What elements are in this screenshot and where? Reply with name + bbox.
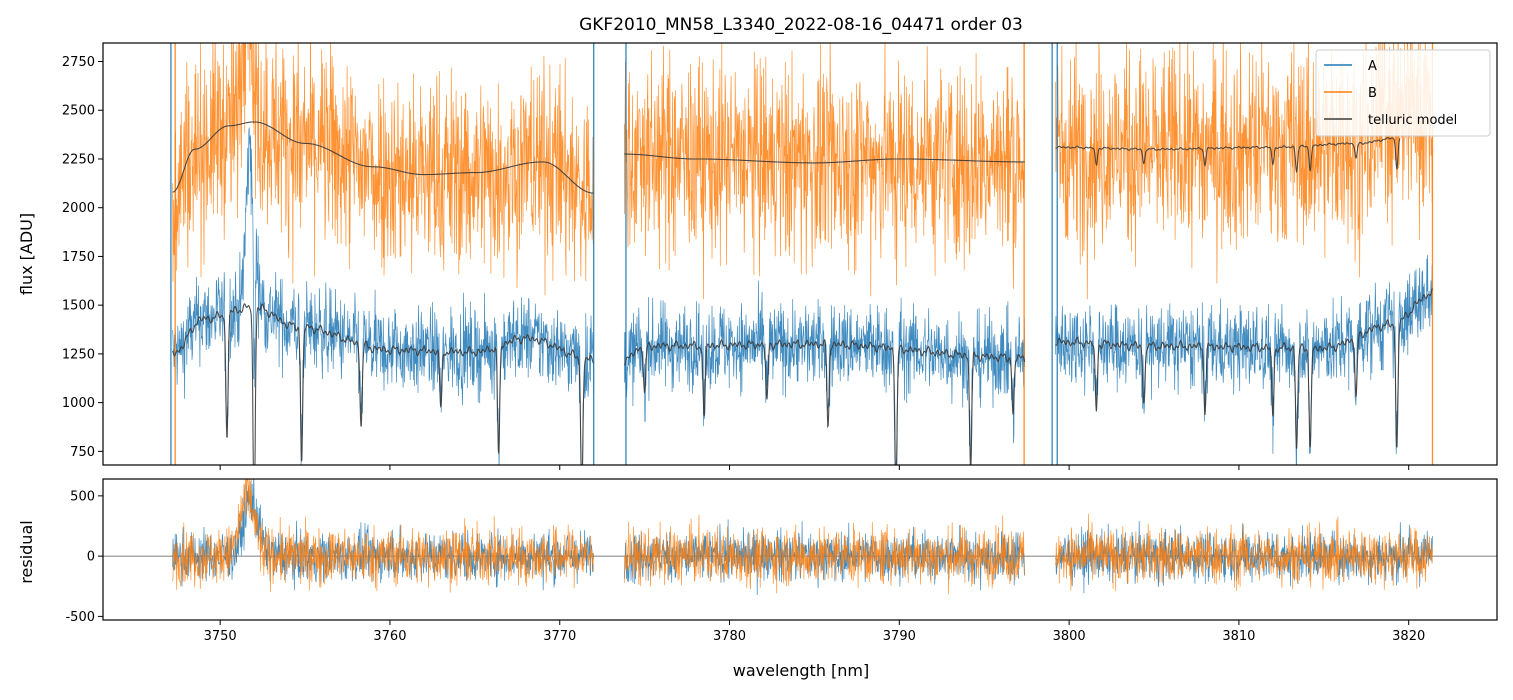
- top-y-axis-label: flux [ADU]: [17, 213, 36, 295]
- bottom-panel-frame: [102, 478, 1498, 621]
- residual-b-segment-1: [172, 479, 594, 593]
- top-y-tick-label-2500: 2500: [62, 104, 95, 119]
- residual-a-segment-1: [172, 479, 594, 591]
- legend-label-b: B: [1368, 86, 1377, 101]
- top-y-tick-label-2000: 2000: [62, 201, 95, 216]
- telluric-model-b-segment-2: [624, 153, 1025, 164]
- legend: A B telluric model: [1315, 49, 1491, 137]
- telluric-model-b-segment-3: [1055, 136, 1401, 174]
- top-y-tick-label-1000: 1000: [62, 396, 95, 411]
- residual-b-segment-2: [623, 514, 1026, 595]
- telluric-model-a-segment-2: [624, 339, 1026, 465]
- legend-label-telluric: telluric model: [1368, 113, 1457, 128]
- chart-title: GKF2010_MN58_L3340_2022-08-16_04471 orde…: [579, 15, 1023, 35]
- top-y-tick-label-750: 750: [70, 445, 95, 460]
- bottom-y-axis: -500 0 500: [65, 489, 103, 625]
- legend-label-a: A: [1368, 59, 1377, 74]
- series-b-segment-1: [172, 43, 594, 296]
- bottom-y-tick-label--500: -500: [65, 610, 95, 625]
- top-x-axis: [219, 465, 1410, 470]
- bottom-x-tick-label-3810: 3810: [1222, 629, 1255, 644]
- top-panel-frame: [102, 42, 1498, 466]
- bottom-x-tick-label-3780: 3780: [713, 629, 746, 644]
- top-y-tick-label-2750: 2750: [62, 55, 95, 70]
- telluric-model-b-segment-1: [172, 121, 594, 194]
- bottom-y-tick-label-500: 500: [70, 489, 95, 504]
- top-panel-data: [170, 43, 1434, 465]
- bottom-x-tick-label-3790: 3790: [883, 629, 916, 644]
- bottom-x-tick-label-3800: 3800: [1053, 629, 1086, 644]
- x-axis-label: wavelength [nm]: [733, 661, 870, 680]
- bottom-x-tick-label-3750: 3750: [204, 629, 237, 644]
- bottom-x-tick-label-3770: 3770: [543, 629, 576, 644]
- residual-b-segment-3: [1055, 513, 1433, 592]
- bottom-y-axis-label: residual: [17, 520, 36, 583]
- telluric-model-a-segment-1: [172, 303, 594, 465]
- bottom-x-tick-label-3760: 3760: [373, 629, 406, 644]
- bottom-x-axis: 3750 3760 3770 3780 3790 3800 3810 3820: [204, 620, 1425, 644]
- bottom-panel-data: [103, 479, 1497, 596]
- series-a-segment-3: [1055, 254, 1433, 465]
- legend-box: [1315, 49, 1491, 137]
- series-a-segment-2: [623, 280, 1026, 465]
- top-y-tick-label-1250: 1250: [62, 347, 95, 362]
- series-b-segment-2: [623, 43, 1026, 300]
- top-y-tick-label-1500: 1500: [62, 299, 95, 314]
- bottom-x-tick-label-3820: 3820: [1392, 629, 1425, 644]
- series-b-segment-3: [1055, 43, 1433, 300]
- top-y-tick-label-1750: 1750: [62, 250, 95, 265]
- bottom-y-tick-label-0: 0: [87, 550, 95, 565]
- top-y-tick-label-2250: 2250: [62, 152, 95, 167]
- telluric-model-a-segment-3: [1055, 288, 1433, 449]
- series-a-segment-1: [172, 127, 594, 465]
- top-y-axis: 750 1000 1250 1500 1750 2000 2250 2500 2750: [62, 55, 103, 460]
